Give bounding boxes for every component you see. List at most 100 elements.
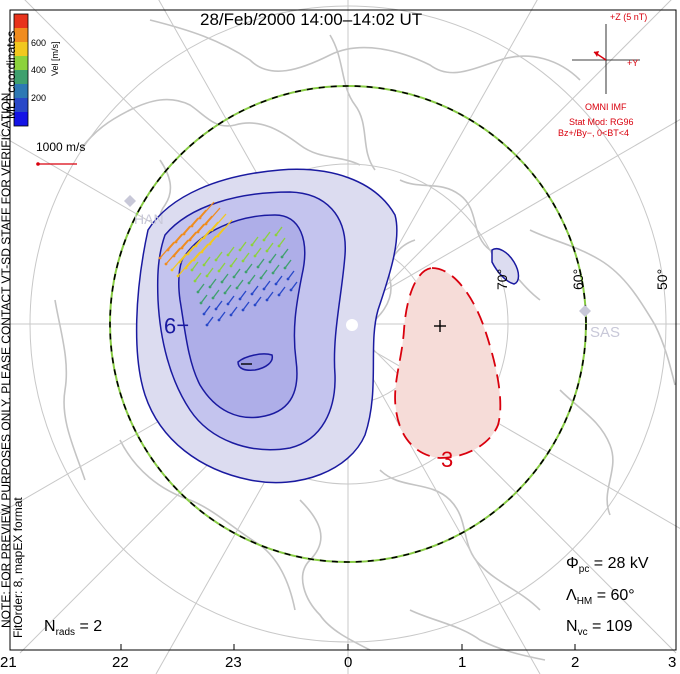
stat-nvc-sub: vc	[577, 627, 588, 639]
latitude-label-50: 50°	[654, 268, 670, 290]
velocity-vector	[200, 294, 208, 304]
velocity-vector	[263, 231, 271, 241]
velocity-vector	[275, 226, 283, 236]
velocity-color-bar-segment	[14, 42, 28, 56]
velocity-vector-origin	[208, 285, 212, 289]
velocity-vector-origin	[226, 302, 230, 306]
velocity-vector-origin	[199, 301, 203, 305]
velocity-vector-origin	[274, 282, 278, 286]
velocity-tick-200: 200	[31, 93, 47, 103]
mlt-label-2: 2	[571, 654, 580, 671]
velocity-vector	[245, 263, 253, 273]
velocity-vector-origin	[184, 266, 188, 270]
velocity-vector-origin	[238, 297, 242, 301]
velocity-vector	[290, 281, 298, 291]
velocity-color-bar	[14, 14, 28, 126]
plot-frame	[9, 9, 677, 651]
velocity-vector-origin	[204, 222, 208, 226]
han-site-marker	[124, 195, 136, 207]
velocity-vector	[227, 246, 235, 256]
velocity-vector	[230, 306, 238, 316]
velocity-vector-origin	[229, 264, 233, 268]
velocity-vector-origin	[196, 230, 200, 234]
stat-lambda-value: = 60°	[596, 587, 635, 604]
velocity-vector-origin	[192, 258, 196, 262]
latitude-label-70: 70°	[494, 268, 510, 290]
velocity-color-bar-frame	[13, 13, 29, 127]
mlt-label-0: 0	[344, 654, 353, 671]
contour-pos-outer	[394, 267, 502, 459]
velocity-vector	[203, 256, 211, 266]
velocity-vector	[239, 241, 247, 251]
mlt-label-1: 1	[458, 654, 467, 671]
velocity-vector-origin	[202, 236, 206, 240]
radar-site-markers	[124, 195, 591, 317]
velocity-vector	[194, 272, 202, 282]
contour-label-negative: −9	[164, 313, 190, 338]
velocity-vector-origin	[164, 262, 168, 266]
radar-label-han: HAN	[134, 211, 164, 227]
imf-y-label: +Y	[627, 58, 639, 68]
contour-neg-inner	[177, 214, 306, 419]
velocity-vector	[206, 316, 214, 326]
velocity-vector	[263, 280, 271, 290]
velocity-vector-origin	[262, 287, 266, 291]
stat-n-vc: Nvc = 109	[566, 618, 633, 638]
coastlines	[54, 19, 676, 661]
velocity-vector-origin	[170, 268, 174, 272]
velocity-vector-origin	[244, 270, 248, 274]
velocity-vector	[260, 269, 268, 279]
velocity-vector-origin	[198, 216, 202, 220]
velocity-vector	[257, 258, 265, 268]
stat-lambda-hm: ΛHM = 60°	[566, 587, 635, 607]
fit-order-note: FitOrder: 8, mapEX format	[11, 497, 25, 638]
imf-source: OMNI IMF	[585, 102, 627, 112]
velocity-vector-origin	[166, 248, 170, 252]
velocity-color-bar-segment	[14, 56, 28, 70]
imf-z-label: +Z (5 nT)	[610, 12, 648, 22]
imf-vector-head	[594, 51, 599, 57]
velocity-vector	[242, 301, 250, 311]
velocity-vector-origin	[253, 254, 257, 258]
velocity-vector-origin	[172, 254, 176, 258]
velocity-vector-origin	[217, 318, 221, 322]
velocity-vector-origin	[200, 250, 204, 254]
reference-vector-origin	[36, 162, 40, 166]
velocity-color-bar-segment	[14, 70, 28, 84]
velocity-vector-origin	[180, 246, 184, 250]
radar-label-sas: SAS	[590, 324, 621, 341]
velocity-vector	[251, 236, 259, 246]
velocity-color-bar-segment	[14, 112, 28, 126]
velocity-vector-origin	[283, 266, 287, 270]
stat-phi-pc: Φpc = 28 kV	[566, 555, 648, 575]
velocity-vector-origin	[235, 286, 239, 290]
stat-nvc-symbol: N	[566, 618, 578, 635]
velocity-vector	[287, 270, 295, 280]
velocity-vector	[278, 237, 286, 247]
velocity-color-bar-segment	[14, 98, 28, 112]
velocity-vector	[218, 262, 226, 272]
mlt-label-3: 3	[668, 654, 677, 671]
velocity-vector-origin	[202, 312, 206, 316]
velocity-vector	[266, 291, 274, 301]
mlt-label-23: 23	[225, 654, 242, 671]
negative-potential-cell	[135, 168, 520, 484]
velocity-vector-origin	[178, 260, 182, 264]
contour-neg-core	[237, 353, 274, 371]
velocity-vector-origin	[196, 290, 200, 294]
pole-mask	[346, 319, 358, 331]
velocity-vector-origin	[217, 269, 221, 273]
velocity-vector-origin	[241, 308, 245, 312]
velocity-vector	[205, 207, 221, 225]
mlt-label-21: 21	[0, 654, 17, 671]
velocity-vector-origin	[226, 253, 230, 257]
velocity-vector	[224, 284, 232, 294]
velocity-vector	[278, 286, 286, 296]
sas-site-marker	[579, 305, 591, 317]
velocity-vector-origin	[158, 256, 162, 260]
velocity-vector-origin	[190, 224, 194, 228]
velocity-vector	[191, 261, 199, 271]
velocity-vector-origin	[238, 248, 242, 252]
contour-neg-small	[491, 248, 520, 285]
